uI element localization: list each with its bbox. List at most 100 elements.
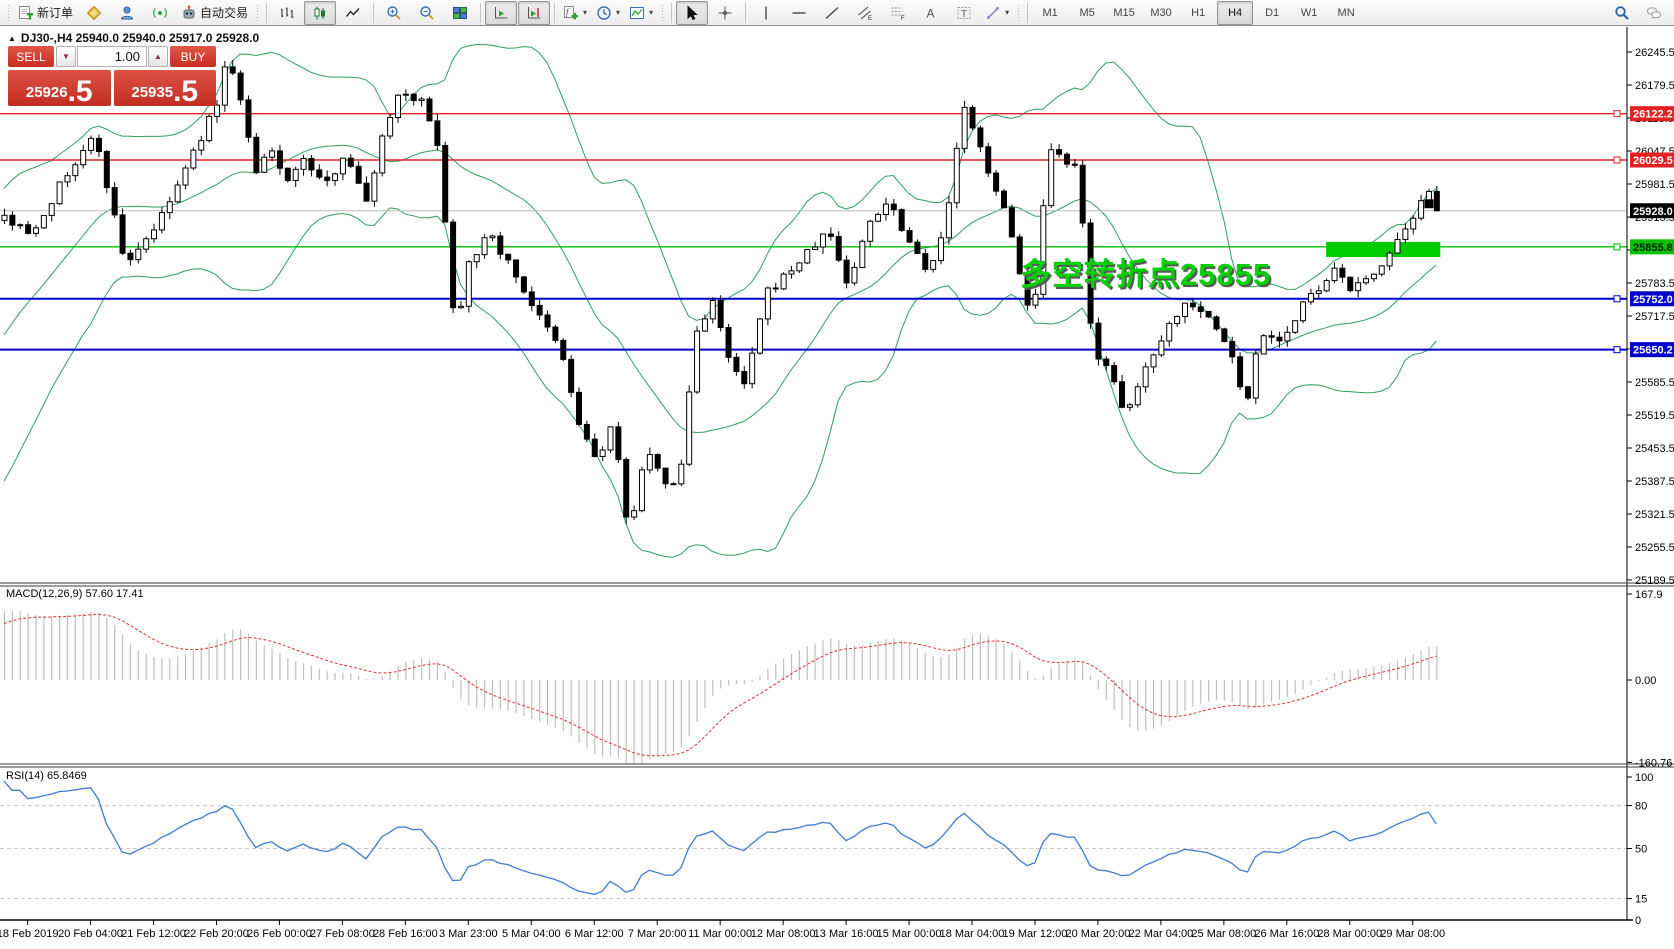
svg-text:25255.5: 25255.5: [1635, 542, 1674, 554]
svg-text:F: F: [901, 16, 905, 21]
svg-text:26245.5: 26245.5: [1635, 47, 1674, 59]
timeframe-h4-button[interactable]: H4: [1217, 0, 1254, 25]
arrows-dropdown-icon[interactable]: ▾: [1005, 8, 1010, 17]
toolbar-separator: [554, 2, 556, 23]
tile-windows-button[interactable]: [444, 1, 476, 25]
volume-input[interactable]: [77, 46, 147, 67]
buy-price-panel[interactable]: 25935.5: [113, 70, 216, 107]
equidistant-channel-button[interactable]: E: [849, 1, 881, 25]
cursor-button[interactable]: [676, 0, 709, 25]
toolbar-separator: [1027, 2, 1029, 23]
svg-text:f: f: [566, 7, 570, 17]
zoom-out-button[interactable]: [411, 1, 443, 25]
timeframe-m1-button[interactable]: M1: [1042, 6, 1058, 19]
svg-text:26 Mar 16:00: 26 Mar 16:00: [1254, 928, 1319, 940]
horizontal-line-button[interactable]: [783, 1, 815, 25]
line-chart-icon: [345, 7, 360, 17]
sell-price-main: 25926: [25, 84, 68, 101]
svg-text:25928.0: 25928.0: [1633, 206, 1673, 218]
chart-header: ▲ DJ30-,H4 25940.0 25940.0 25917.0 25928…: [8, 31, 259, 45]
chart-title: DJ30-,H4 25940.0 25940.0 25917.0 25928.0: [20, 31, 260, 45]
svg-text:A: A: [927, 6, 935, 20]
volume-increase-button[interactable]: ▲: [148, 46, 168, 67]
svg-text:28 Feb 16:00: 28 Feb 16:00: [373, 928, 438, 940]
vertical-line-button[interactable]: [750, 1, 782, 25]
macd-pane: [3, 610, 1438, 764]
svg-text:26122.2: 26122.2: [1633, 109, 1673, 121]
sell-price-panel[interactable]: 25926.5: [8, 70, 111, 107]
templates-button[interactable]: ▾: [625, 1, 657, 25]
bar-chart-icon: [280, 7, 294, 18]
collapse-icon[interactable]: ▲: [8, 33, 16, 43]
chart-shift-button[interactable]: [518, 0, 551, 25]
signals-button[interactable]: [144, 1, 176, 25]
cursor-icon: [687, 4, 698, 20]
buy-button[interactable]: BUY: [170, 46, 216, 67]
sell-button[interactable]: SELL: [8, 46, 54, 67]
spinner-up-icon: ▲: [154, 52, 162, 61]
indicators-dropdown-icon[interactable]: ▾: [583, 8, 588, 17]
periods-button[interactable]: ▾: [592, 1, 624, 25]
timeframe-m30-button[interactable]: M30: [1150, 6, 1172, 19]
trendline-button[interactable]: [816, 1, 848, 25]
candlestick-chart-button[interactable]: [304, 0, 337, 25]
toolbar-grip: [6, 4, 11, 21]
community-button[interactable]: [111, 1, 143, 25]
tile-windows-icon: [453, 6, 468, 19]
arrows-button[interactable]: ▾: [981, 1, 1013, 25]
text-label-icon: T: [957, 6, 971, 20]
svg-text:6 Mar 12:00: 6 Mar 12:00: [565, 928, 624, 940]
svg-text:-160.76: -160.76: [1635, 757, 1672, 769]
indicators-button[interactable]: f ▾: [559, 1, 591, 25]
svg-text:18 Feb 2019: 18 Feb 2019: [0, 928, 59, 940]
periods-dropdown-icon[interactable]: ▾: [616, 8, 621, 17]
timeframe-mn-button[interactable]: MN: [1337, 6, 1355, 19]
search-button[interactable]: [1606, 1, 1638, 25]
svg-text:20 Mar 20:00: 20 Mar 20:00: [1066, 928, 1131, 940]
text-label-button[interactable]: T: [948, 1, 980, 25]
timeframe-w1-button[interactable]: W1: [1300, 6, 1318, 19]
fibonacci-button[interactable]: F: [882, 1, 914, 25]
autotrading-label: 自动交易: [200, 6, 249, 20]
bar-chart-button[interactable]: [271, 1, 303, 25]
macd-indicator-label: MACD(12,26,9) 57.60 17.41: [6, 588, 144, 600]
toolbar-grip: [1016, 4, 1022, 21]
candlestick-chart-icon: [314, 6, 326, 19]
svg-text:25519.5: 25519.5: [1635, 410, 1674, 422]
text-button[interactable]: A: [915, 1, 947, 25]
toolbar-separator: [480, 2, 482, 23]
metaeditor-icon: [86, 5, 102, 20]
timeframe-d1-button[interactable]: D1: [1265, 6, 1280, 19]
svg-text:0.00: 0.00: [1635, 675, 1656, 687]
chat-button[interactable]: [1638, 1, 1670, 25]
auto-scroll-button[interactable]: [485, 0, 518, 25]
zoom-in-button[interactable]: [378, 1, 410, 25]
volume-decrease-button[interactable]: ▼: [56, 46, 76, 67]
object-marker: [1424, 199, 1434, 209]
svg-text:15: 15: [1635, 894, 1647, 906]
line-chart-button[interactable]: [337, 1, 369, 25]
timeframe-h1-button[interactable]: H1: [1191, 6, 1206, 19]
svg-text:29 Mar 08:00: 29 Mar 08:00: [1380, 928, 1445, 940]
svg-text:167.9: 167.9: [1635, 589, 1663, 601]
autotrading-button[interactable]: 自动交易: [177, 1, 252, 25]
annotation-text[interactable]: 多空转折点25855: [1020, 257, 1272, 292]
timeframe-m5-button[interactable]: M5: [1079, 6, 1095, 19]
toolbar-separator: [745, 2, 747, 23]
crosshair-button[interactable]: [709, 1, 741, 25]
new-order-button[interactable]: 新订单: [14, 1, 77, 25]
templates-dropdown-icon[interactable]: ▾: [649, 8, 654, 17]
svg-text:26029.5: 26029.5: [1633, 155, 1673, 167]
svg-text:25 Mar 08:00: 25 Mar 08:00: [1191, 928, 1256, 940]
timeframe-m15-button[interactable]: M15: [1113, 6, 1135, 19]
one-click-trading-panel: SELL ▼ ▲ BUY 25926.5 25935.5: [8, 46, 216, 107]
svg-text:25981.5: 25981.5: [1635, 179, 1674, 191]
svg-text:50: 50: [1635, 844, 1647, 856]
metaeditor-button[interactable]: [78, 1, 110, 25]
svg-text:19 Mar 12:00: 19 Mar 12:00: [1003, 928, 1068, 940]
svg-text:T: T: [961, 9, 967, 20]
svg-text:15 Mar 00:00: 15 Mar 00:00: [877, 928, 942, 940]
